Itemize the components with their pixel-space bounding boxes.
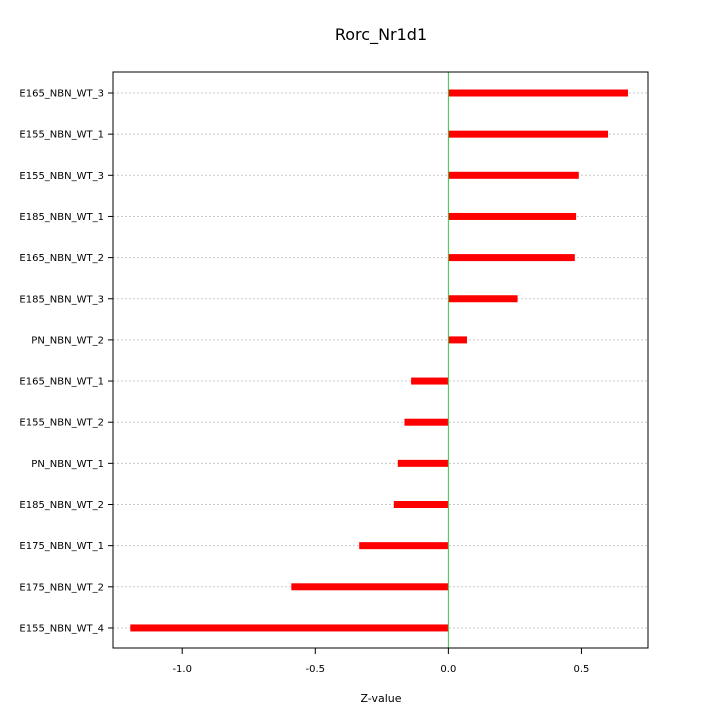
bar — [448, 171, 579, 179]
bar — [404, 418, 449, 426]
y-axis: E165_NBN_WT_3 E155_NBN_WT_1 E155_NBN_WT_3 E… — [19, 89, 113, 634]
bar — [397, 459, 449, 467]
chart-title: Rorc_Nr1d1 — [335, 25, 427, 45]
y-tick-label: E175_NBN_WT_2 — [19, 582, 104, 593]
x-axis: -1.0 -0.5 0.0 0.5 — [172, 648, 589, 675]
y-tick-label: PN_NBN_WT_2 — [31, 335, 104, 346]
bars — [130, 89, 629, 632]
bar — [448, 212, 577, 220]
x-tick-label: 0.5 — [574, 664, 590, 675]
bar — [448, 130, 609, 138]
x-axis-label: Z-value — [360, 692, 401, 705]
bar — [393, 501, 449, 508]
y-tick-label: E185_NBN_WT_2 — [19, 500, 104, 511]
y-tick-label: E155_NBN_WT_1 — [19, 130, 104, 141]
bar — [448, 336, 468, 344]
y-tick-label: E175_NBN_WT_1 — [19, 541, 104, 552]
x-tick-label: -0.5 — [306, 664, 326, 675]
x-tick-label: -1.0 — [172, 664, 192, 675]
y-tick-label: E165_NBN_WT_2 — [19, 253, 104, 264]
y-tick-label: E155_NBN_WT_3 — [19, 171, 104, 182]
y-tick-label: E165_NBN_WT_3 — [19, 89, 104, 100]
bar — [411, 377, 449, 385]
bar — [359, 542, 449, 550]
y-tick-label: E185_NBN_WT_3 — [19, 294, 104, 305]
y-tick-label: E165_NBN_WT_1 — [19, 377, 104, 388]
plot-frame — [112, 71, 649, 649]
y-tick-label: E185_NBN_WT_1 — [19, 212, 104, 223]
bar — [448, 295, 518, 303]
y-tick-label: E155_NBN_WT_2 — [19, 418, 104, 429]
y-tick-label: E155_NBN_WT_4 — [19, 623, 104, 634]
bar — [130, 624, 449, 632]
bar — [448, 89, 629, 97]
bar — [448, 254, 575, 262]
x-tick-label: 0.0 — [440, 664, 456, 675]
bar — [291, 583, 449, 591]
y-tick-label: PN_NBN_WT_1 — [31, 459, 104, 470]
